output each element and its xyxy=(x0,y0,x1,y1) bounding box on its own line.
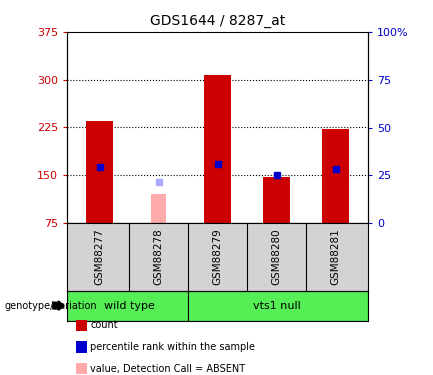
Text: GSM88277: GSM88277 xyxy=(94,228,104,285)
Text: wild type: wild type xyxy=(103,301,155,310)
Bar xyxy=(263,177,290,223)
Text: GSM88280: GSM88280 xyxy=(271,228,281,285)
Bar xyxy=(188,291,368,321)
Text: percentile rank within the sample: percentile rank within the sample xyxy=(90,342,255,352)
Title: GDS1644 / 8287_at: GDS1644 / 8287_at xyxy=(150,14,285,28)
Bar xyxy=(67,291,188,321)
Text: GSM88279: GSM88279 xyxy=(213,228,223,285)
Bar xyxy=(86,121,113,223)
Bar xyxy=(151,194,166,223)
Text: genotype/variation: genotype/variation xyxy=(4,301,97,310)
Bar xyxy=(322,129,349,223)
Text: value, Detection Call = ABSENT: value, Detection Call = ABSENT xyxy=(90,364,245,374)
Text: count: count xyxy=(90,320,118,330)
Bar xyxy=(204,75,231,223)
Text: GSM88281: GSM88281 xyxy=(331,228,341,285)
Text: GSM88278: GSM88278 xyxy=(154,228,164,285)
Text: vts1 null: vts1 null xyxy=(253,301,301,310)
